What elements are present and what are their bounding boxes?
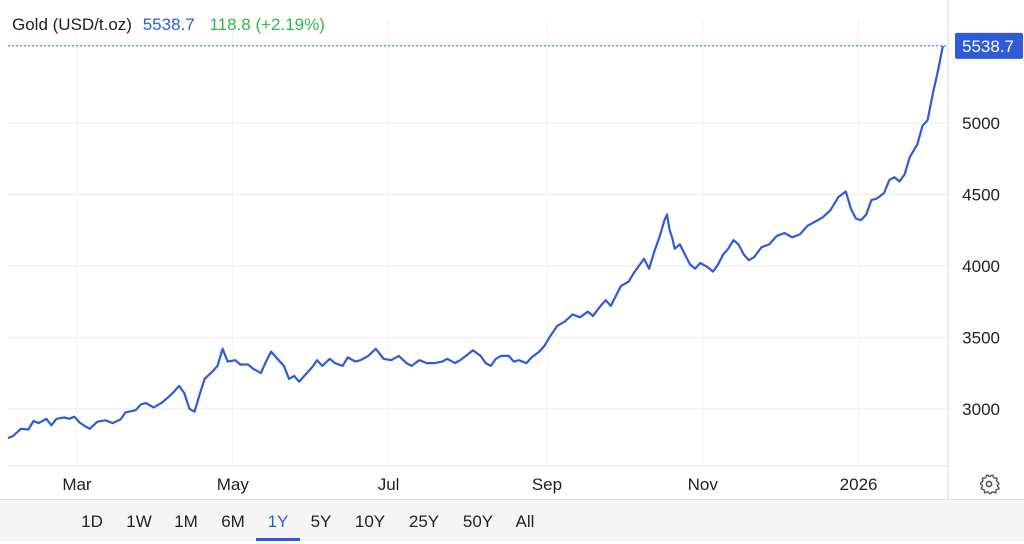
x-tick-label: Jul bbox=[378, 475, 400, 494]
instrument-name: Gold (USD/t.oz) bbox=[12, 15, 132, 34]
gold-price-line bbox=[7, 45, 944, 440]
x-axis-ticks: Mar May Jul Sep Nov 2026 bbox=[62, 475, 877, 494]
price-badge-bg bbox=[955, 32, 1023, 59]
range-button-1d[interactable]: 1D bbox=[80, 500, 104, 541]
range-button-all[interactable]: All bbox=[512, 500, 538, 541]
price-badge-text: 5538.7 bbox=[962, 37, 1014, 56]
y-tick-label: 4500 bbox=[962, 185, 1000, 204]
range-button-25y[interactable]: 25Y bbox=[404, 500, 444, 541]
range-button-5y[interactable]: 5Y bbox=[308, 500, 334, 541]
x-tick-label: May bbox=[217, 475, 250, 494]
range-button-1y[interactable]: 1Y bbox=[256, 500, 300, 541]
range-button-50y[interactable]: 50Y bbox=[458, 500, 498, 541]
range-button-1w[interactable]: 1W bbox=[124, 500, 154, 541]
y-tick-label: 3000 bbox=[962, 400, 1000, 419]
gear-icon[interactable] bbox=[977, 472, 1001, 496]
y-axis-ticks: 3000 3500 4000 4500 5000 bbox=[962, 114, 1000, 419]
x-tick-label: Sep bbox=[532, 475, 562, 494]
price-change: 118.8 (+2.19%) bbox=[209, 15, 325, 34]
chart-header: Gold (USD/t.oz) 5538.7 118.8 (+2.19%) bbox=[12, 15, 325, 35]
price-chart: Mar May Jul Sep Nov 2026 3000 3500 4000 4500 5000… bbox=[7, 0, 1023, 499]
chart-grid bbox=[8, 0, 949, 499]
range-button-6m[interactable]: 6M bbox=[218, 500, 248, 541]
x-tick-label: Nov bbox=[688, 475, 719, 494]
x-tick-label: Mar bbox=[62, 475, 92, 494]
y-tick-label: 3500 bbox=[962, 328, 1000, 347]
chart-series bbox=[7, 45, 944, 440]
y-tick-label: 4000 bbox=[962, 257, 1000, 276]
time-range-selector: 1D 1W 1M 6M 1Y 5Y 10Y 25Y 50Y All bbox=[0, 499, 1024, 541]
price-badge: 5538.7 bbox=[955, 32, 1023, 59]
current-price: 5538.7 bbox=[142, 15, 195, 34]
range-button-1m[interactable]: 1M bbox=[172, 500, 200, 541]
range-button-10y[interactable]: 10Y bbox=[352, 500, 388, 541]
x-tick-label: 2026 bbox=[840, 475, 878, 494]
y-tick-label: 5000 bbox=[962, 114, 1000, 133]
